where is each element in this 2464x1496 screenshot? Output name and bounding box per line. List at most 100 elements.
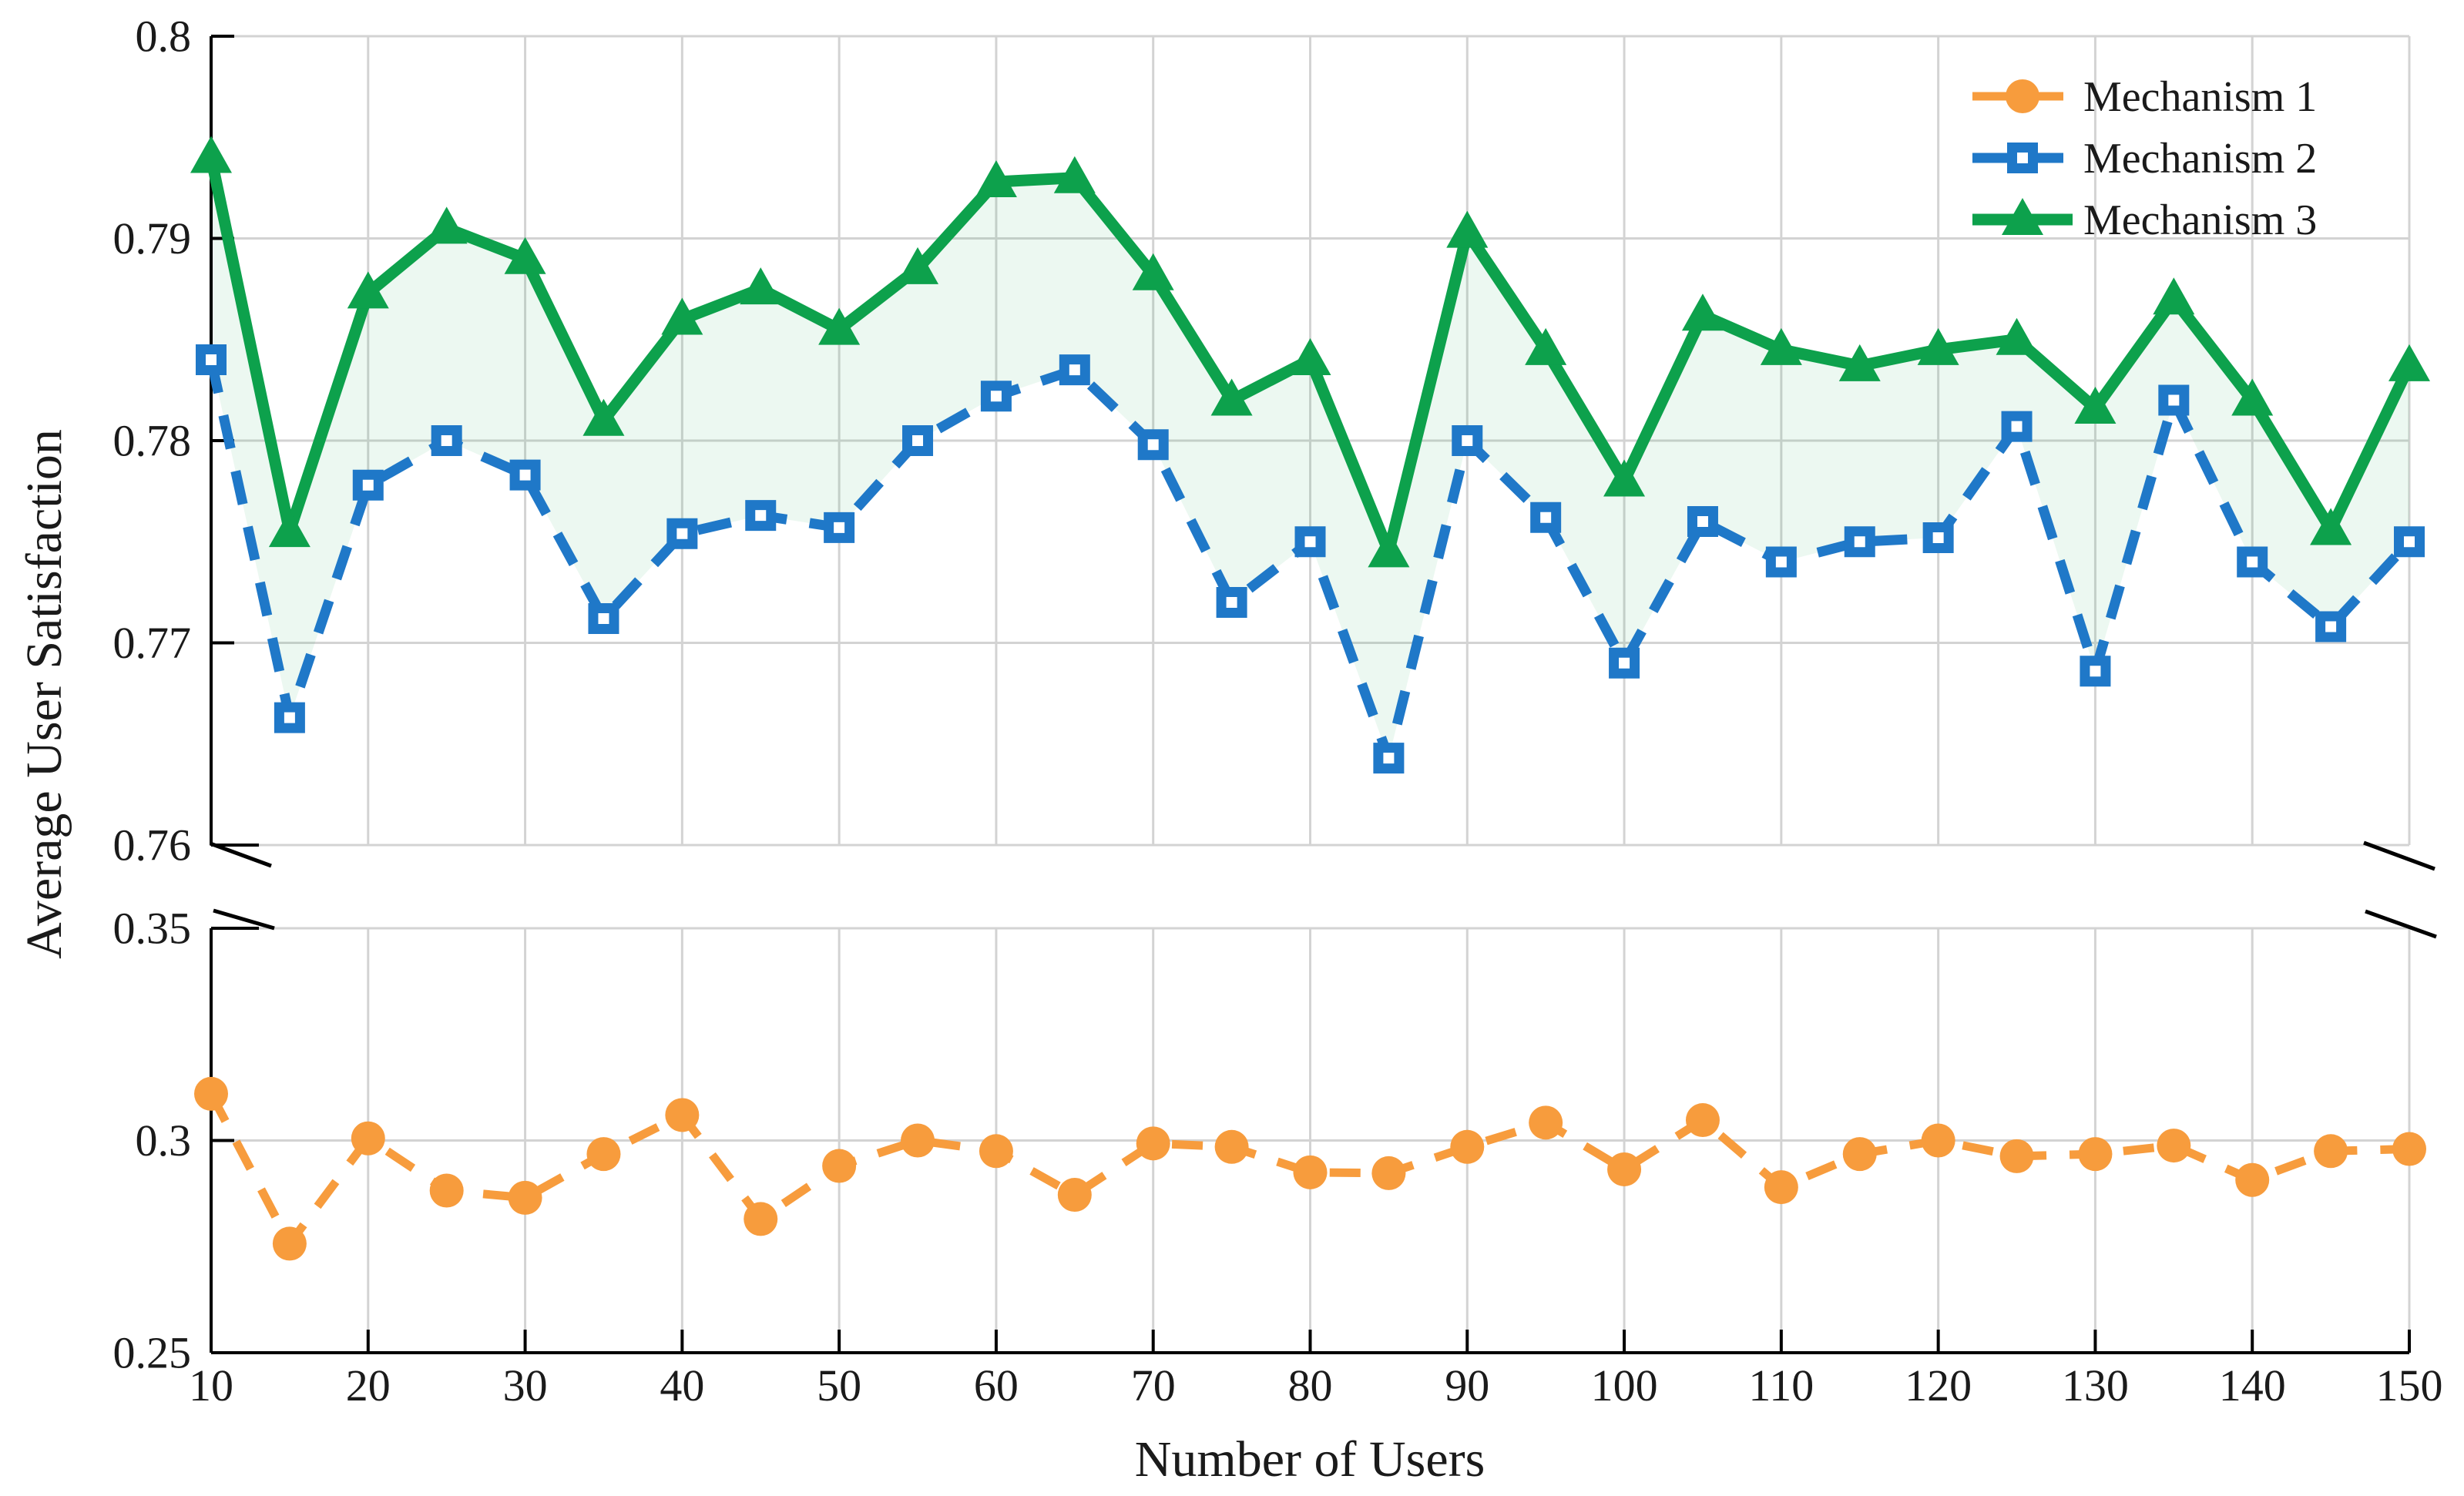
x-tick-label: 30 bbox=[503, 1360, 548, 1410]
legend-label: Mechanism 1 bbox=[2083, 73, 2317, 121]
marker-inner-dot bbox=[1462, 435, 1473, 446]
marker-inner-dot bbox=[834, 522, 845, 533]
marker-inner-dot bbox=[912, 435, 924, 446]
data-point-marker bbox=[818, 307, 861, 345]
marker-inner-dot bbox=[2090, 666, 2101, 677]
axis-break-slash bbox=[213, 908, 275, 931]
series-mechanism-1 bbox=[194, 1076, 2426, 1261]
data-point-marker bbox=[2153, 277, 2195, 315]
y-tick-label: 0.25 bbox=[113, 1328, 192, 1378]
data-point-marker bbox=[582, 398, 625, 436]
marker-inner-dot bbox=[1226, 597, 1237, 608]
x-tick-label: 60 bbox=[974, 1360, 1019, 1410]
data-point-marker bbox=[1368, 530, 1410, 568]
data-point-marker bbox=[744, 1202, 778, 1236]
marker-inner-dot bbox=[519, 469, 531, 481]
marker-inner-dot bbox=[441, 435, 452, 446]
data-point-marker bbox=[1214, 1129, 1249, 1164]
marker-inner-dot bbox=[598, 613, 609, 624]
data-point-marker bbox=[2235, 1162, 2270, 1197]
x-tick-label: 90 bbox=[1445, 1360, 1489, 1410]
series-line bbox=[207, 1092, 2410, 1248]
data-point-marker bbox=[2074, 387, 2117, 424]
data-point-marker bbox=[2157, 1129, 2191, 1163]
x-tick-label: 110 bbox=[1748, 1360, 1814, 1410]
marker-inner-dot bbox=[284, 712, 295, 723]
legend-item-3: Mechanism 3 bbox=[1972, 196, 2317, 244]
data-point-marker bbox=[740, 267, 782, 305]
marker-inner-dot bbox=[206, 354, 217, 365]
data-point-marker bbox=[1607, 1152, 1642, 1186]
data-point-marker bbox=[268, 510, 311, 548]
data-point-marker bbox=[190, 136, 232, 173]
x-tick-label: 10 bbox=[189, 1360, 233, 1410]
data-point-marker bbox=[1764, 1170, 1798, 1205]
x-axis-title: Number of Users bbox=[1134, 1431, 1485, 1488]
data-point-marker bbox=[1446, 210, 1489, 248]
marker-inner-dot bbox=[1383, 753, 1395, 764]
data-point-marker bbox=[1529, 1105, 1563, 1140]
marker-inner-dot bbox=[2247, 556, 2258, 568]
x-tick-label: 100 bbox=[1591, 1360, 1658, 1410]
data-point-marker bbox=[2006, 79, 2039, 113]
marker-inner-dot bbox=[1775, 556, 1787, 568]
data-point-marker bbox=[1921, 1123, 1955, 1158]
marker-inner-dot bbox=[755, 510, 767, 522]
marker-inner-dot bbox=[1619, 657, 1630, 669]
data-point-marker bbox=[2002, 198, 2043, 235]
marker-inner-dot bbox=[990, 391, 1002, 402]
y-tick-label: 0.35 bbox=[113, 904, 192, 954]
data-point-marker bbox=[2310, 508, 2352, 545]
data-point-marker bbox=[1450, 1129, 1485, 1164]
marker-inner-dot bbox=[1854, 536, 1865, 548]
data-point-marker bbox=[1289, 338, 1331, 375]
x-tick-label: 80 bbox=[1288, 1360, 1333, 1410]
data-point-marker bbox=[2392, 1132, 2426, 1166]
data-point-marker bbox=[1132, 253, 1174, 290]
marker-inner-dot bbox=[2325, 621, 2337, 632]
data-point-marker bbox=[1053, 156, 1096, 193]
data-point-marker bbox=[504, 236, 546, 274]
y-tick-label: 0.8 bbox=[136, 12, 192, 62]
fill-between-region bbox=[211, 157, 2409, 759]
marker-inner-dot bbox=[2017, 153, 2028, 163]
data-point-marker bbox=[1210, 378, 1253, 416]
marker-inner-dot bbox=[1069, 364, 1080, 376]
x-tick-label: 120 bbox=[1905, 1360, 1972, 1410]
marker-inner-dot bbox=[1147, 439, 1159, 451]
data-point-marker bbox=[1136, 1126, 1170, 1161]
legend-item-1: Mechanism 1 bbox=[1972, 73, 2317, 121]
data-point-marker bbox=[901, 1123, 935, 1158]
x-tick-label: 70 bbox=[1131, 1360, 1176, 1410]
data-point-marker bbox=[194, 1076, 228, 1111]
y-tick-label: 0.77 bbox=[113, 618, 192, 668]
x-tick-label: 20 bbox=[346, 1360, 391, 1410]
data-point-marker bbox=[429, 1173, 464, 1208]
y-tick-label: 0.76 bbox=[113, 820, 192, 870]
data-point-marker bbox=[1371, 1156, 1406, 1190]
data-point-marker bbox=[586, 1137, 621, 1172]
y-tick-label: 0.79 bbox=[113, 213, 192, 263]
axis-break-slash bbox=[210, 841, 272, 868]
x-tick-label: 50 bbox=[817, 1360, 861, 1410]
y-axis-title: Average User Satisfaction bbox=[16, 429, 72, 959]
data-point-marker bbox=[2231, 378, 2274, 416]
legend-item-2: Mechanism 2 bbox=[1972, 135, 2317, 183]
legend-label: Mechanism 2 bbox=[2083, 135, 2317, 183]
legend-label: Mechanism 3 bbox=[2083, 196, 2317, 244]
data-point-marker bbox=[1057, 1178, 1092, 1213]
data-point-marker bbox=[661, 297, 703, 335]
x-tick-label: 150 bbox=[2376, 1360, 2443, 1410]
axis-break-slash bbox=[2365, 909, 2437, 939]
data-point-marker bbox=[1525, 327, 1567, 365]
data-point-marker bbox=[272, 1226, 307, 1261]
data-point-marker bbox=[897, 247, 939, 284]
marker-inner-dot bbox=[362, 479, 374, 491]
marker-inner-dot bbox=[1932, 532, 1944, 543]
marker-inner-dot bbox=[2011, 421, 2023, 432]
marker-inner-dot bbox=[676, 528, 688, 539]
data-point-marker bbox=[2314, 1134, 2348, 1169]
